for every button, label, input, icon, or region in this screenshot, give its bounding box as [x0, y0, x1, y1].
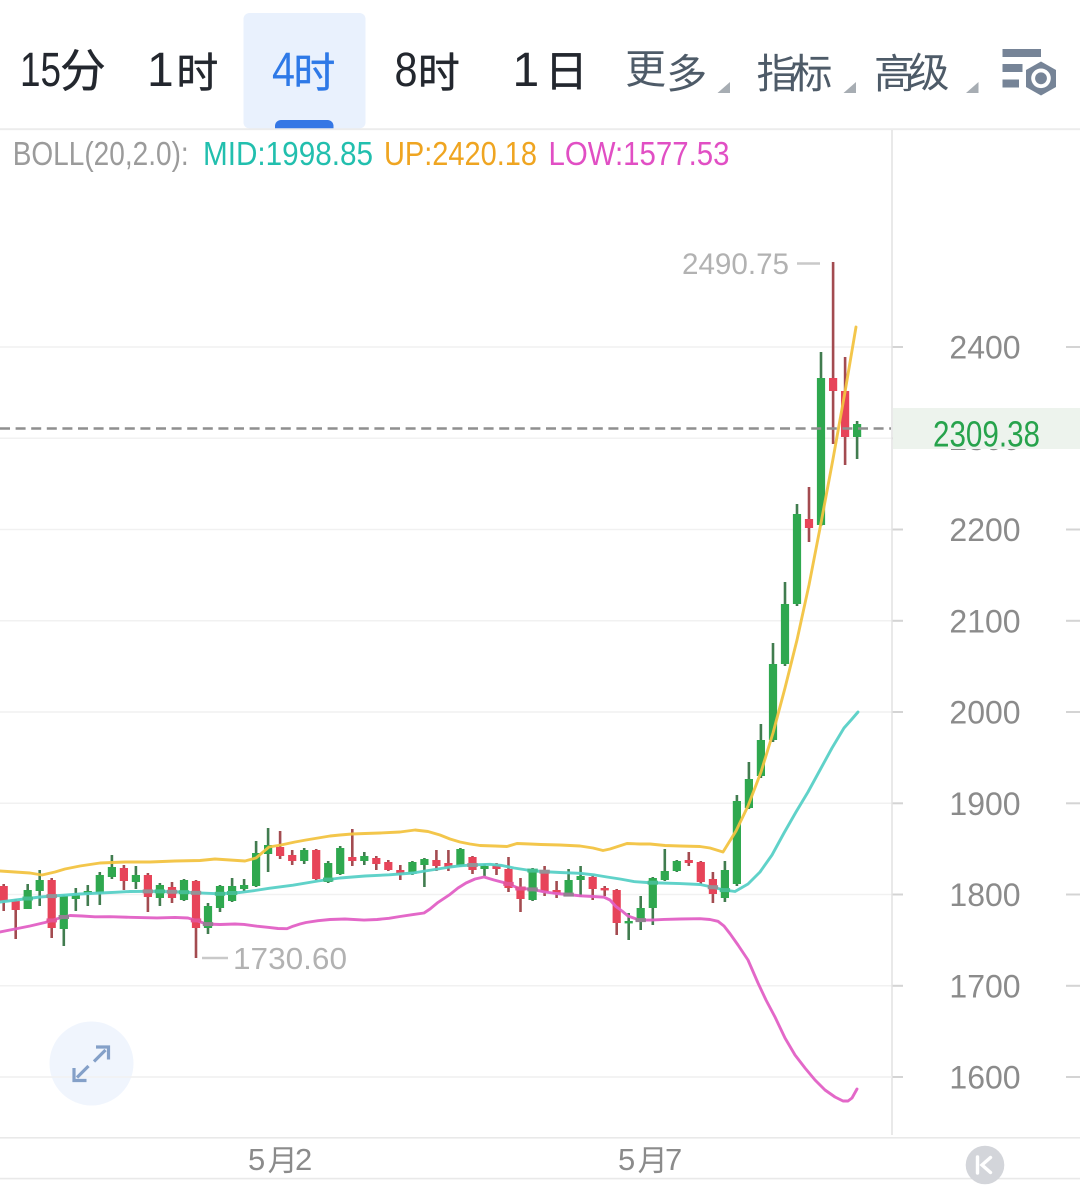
svg-text:2400: 2400: [949, 330, 1020, 366]
svg-text:1900: 1900: [949, 786, 1020, 822]
svg-text:1: 1: [513, 44, 540, 97]
svg-text:MID:1998.85: MID:1998.85: [203, 135, 373, 172]
svg-text:5: 5: [248, 1142, 265, 1177]
svg-text:1800: 1800: [949, 877, 1020, 913]
svg-text:2000: 2000: [949, 695, 1020, 731]
svg-text:LOW:1577.53: LOW:1577.53: [549, 135, 730, 172]
svg-text:5: 5: [618, 1142, 635, 1177]
svg-text:2490.75: 2490.75: [682, 248, 789, 281]
svg-text:2: 2: [295, 1142, 312, 1177]
svg-text:UP:2420.18: UP:2420.18: [384, 135, 537, 172]
svg-text:15: 15: [20, 44, 61, 97]
svg-text:1600: 1600: [949, 1060, 1020, 1096]
svg-text:1700: 1700: [949, 969, 1020, 1005]
svg-text:1730.60: 1730.60: [233, 941, 347, 976]
svg-text:2100: 2100: [949, 604, 1020, 640]
svg-text:BOLL(20,2.0):: BOLL(20,2.0):: [13, 135, 189, 172]
svg-text:7: 7: [665, 1142, 682, 1177]
svg-text:2309.38: 2309.38: [933, 414, 1040, 455]
svg-text:1: 1: [147, 44, 174, 97]
svg-text:4: 4: [272, 44, 295, 97]
svg-text:2200: 2200: [949, 512, 1020, 548]
svg-text:8: 8: [395, 44, 418, 97]
